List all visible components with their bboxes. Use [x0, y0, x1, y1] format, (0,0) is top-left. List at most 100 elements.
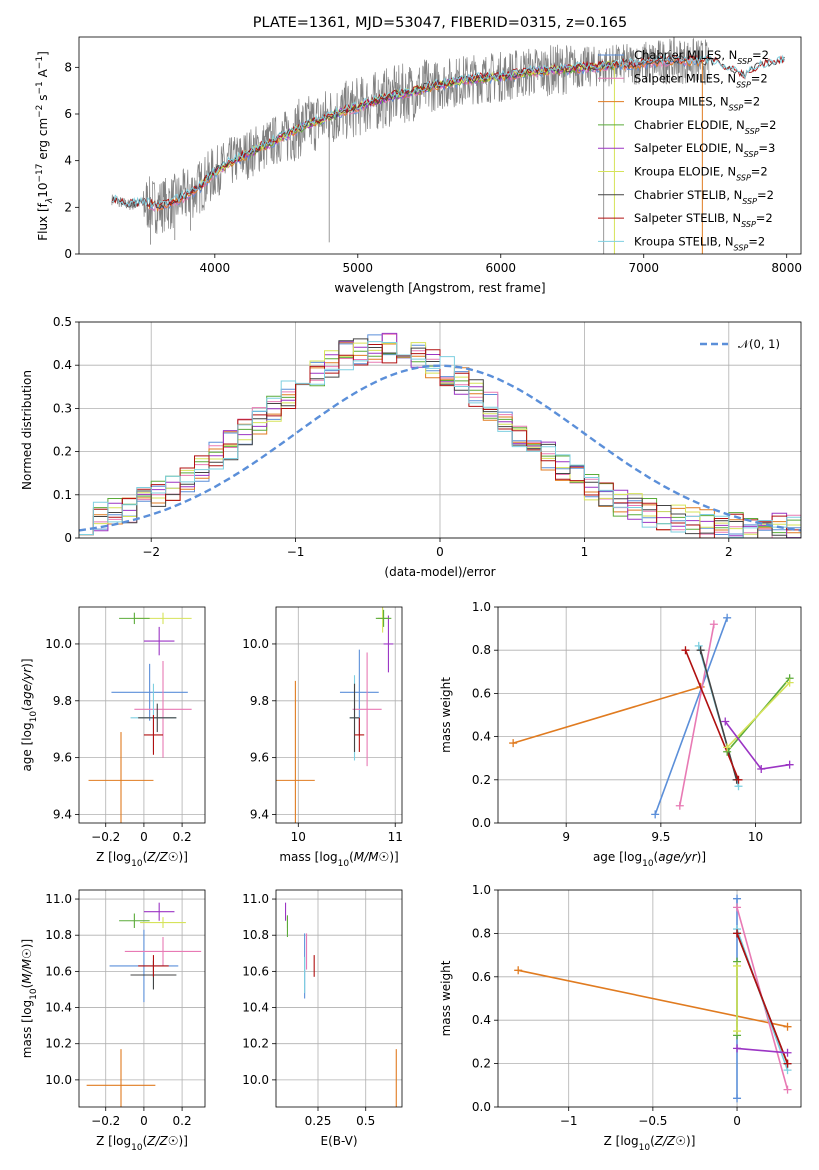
axes-frame: [497, 606, 802, 824]
x-axis-label-part: age/yr: [658, 850, 697, 864]
y-tick-label: 0.6: [472, 686, 491, 700]
x-tick-label: −1: [287, 545, 305, 559]
x-tick-label: 10: [748, 830, 763, 844]
x-axis-label-part: (: [349, 850, 354, 864]
y-tick-label: 10.4: [242, 1001, 269, 1015]
y-tick-label: 0.8: [472, 643, 491, 657]
x-tick-label: 8000: [771, 261, 802, 275]
y-axis-label: Flux [fλ10−17 erg cm−2 s−1 A−1]: [35, 51, 55, 241]
y-axis-label-part: erg cm: [36, 118, 50, 164]
legend-name: Salpeter MILES, N: [634, 71, 736, 85]
x-axis-label-part: Z [log: [96, 850, 131, 864]
weight-line: [736, 933, 789, 1064]
y-axis-label-part: λ: [45, 198, 55, 204]
y-axis-label-part: (: [20, 706, 34, 711]
y-tick-label: 0.2: [472, 1057, 491, 1071]
legend-value: =2: [748, 234, 765, 248]
weight-line: [679, 624, 715, 806]
y-tick-label: 10.0: [45, 1073, 72, 1087]
y-axis-label-part: −1: [35, 56, 45, 69]
y-tick-label: 0.0: [472, 816, 491, 830]
legend-name: Salpeter ELODIE, N: [634, 141, 744, 155]
weight-line: [512, 686, 701, 744]
legend-entry: Kroupa STELIB, NSSP=2: [634, 234, 765, 252]
x-axis-label-part: Z/Z☉: [146, 1134, 178, 1148]
legend-sub: SSP: [734, 243, 749, 252]
plot-ebv_mass: 0.25 0.5 10.0 10.2 10.4 10.6 10.8 11.0 E(B-V): [242, 889, 403, 1148]
x-axis-label: wavelength [Angstrom, rest frame]: [334, 281, 545, 295]
legend-value: =2: [751, 165, 768, 179]
y-tick-label: 4: [64, 154, 72, 168]
plot-area-spectrum: [111, 37, 785, 254]
y-axis-label: mass [log10(M/M☉)]: [20, 939, 39, 1058]
plot-area-Z_weight: [514, 894, 792, 1103]
plot-area-Z_mass: [86, 902, 202, 1107]
x-tick-label: 6000: [485, 261, 516, 275]
y-tick-label: 0.5: [53, 315, 72, 329]
y-tick-label: 0.4: [53, 358, 72, 372]
x-tick-label: −2: [142, 545, 160, 559]
legend-name: Kroupa MILES, N: [634, 95, 729, 109]
data-point: [757, 765, 766, 773]
x-axis-label-part: 10: [639, 1143, 651, 1153]
weight-line: [518, 969, 788, 1028]
y-axis-label-part: (: [20, 984, 34, 989]
y-tick-label: 0.6: [472, 970, 491, 984]
y-axis-label-part: )]: [20, 939, 34, 948]
y-axis-label-part: M/M☉: [20, 948, 34, 984]
y-axis-label-part: −1: [35, 81, 45, 94]
legend-name: Chabrier ELODIE, N: [634, 118, 745, 132]
data-point: [733, 1094, 742, 1103]
data-point: [509, 739, 518, 748]
legend-value: =3: [758, 141, 775, 155]
x-axis-label-part: age [log: [593, 850, 642, 864]
x-axis-label-part: )]: [686, 1134, 695, 1148]
axes-frame: [78, 889, 206, 1108]
y-tick-label: 0.2: [472, 773, 491, 787]
y-tick-label: 0.1: [53, 488, 72, 502]
legend-entry: Kroupa MILES, NSSP=2: [634, 95, 760, 113]
x-tick-label: −0.2: [91, 830, 120, 844]
plot-area-Z_age: [88, 612, 192, 823]
y-tick-label: 10.4: [45, 1001, 72, 1015]
legend-value: =2: [756, 211, 773, 225]
y-axis-label: age [log10(age/yr)]: [20, 658, 39, 771]
y-axis-label: mass weight: [439, 960, 453, 1036]
data-point: [733, 1044, 742, 1053]
data-point: [783, 1048, 792, 1057]
x-axis-label-part: 10: [131, 859, 143, 869]
y-axis-label-part: −2: [35, 105, 45, 118]
residual-histogram: [79, 341, 801, 538]
x-tick-label: 0.5: [356, 1114, 375, 1128]
y-tick-label: 10.0: [242, 1073, 269, 1087]
y-axis-label-part: −17: [35, 164, 45, 183]
plot-area-mass_age: [276, 607, 394, 823]
y-tick-label: 0.0: [472, 1100, 491, 1114]
weight-line: [684, 649, 740, 781]
legend-entry: Salpeter ELODIE, NSSP=3: [634, 141, 775, 159]
y-tick-label: 11.0: [242, 892, 269, 906]
legend-value: =2: [752, 48, 769, 62]
legend-name: Salpeter STELIB, N: [634, 211, 741, 225]
y-axis-label-part: mass [log: [20, 1000, 34, 1058]
x-tick-label: 2: [725, 545, 733, 559]
y-tick-label: 2: [64, 200, 72, 214]
y-axis-label-part: Flux [f: [36, 202, 50, 240]
data-point: [721, 717, 730, 726]
y-tick-label: 0: [64, 247, 72, 261]
x-axis-label: mass [log10(M/M☉)]: [279, 850, 398, 869]
x-axis-label: E(B-V): [320, 1134, 357, 1148]
y-tick-label: 0.3: [53, 401, 72, 415]
legend-sub: SSP: [744, 150, 759, 159]
x-axis-label: Z [log10(Z/Z☉)]: [96, 1134, 188, 1153]
plot-area-ebv_mass: [284, 902, 397, 1107]
legend-sub: SSP: [742, 196, 757, 205]
data-point: [785, 760, 794, 769]
model-spectrum-salpeter-stelib: [111, 54, 785, 208]
y-axis-label-part: )]: [20, 658, 34, 667]
x-tick-label: 0: [140, 830, 148, 844]
x-axis-label: Z [log10(Z/Z☉)]: [96, 850, 188, 869]
legend-sub: SSP: [745, 126, 760, 135]
legend-entry: Chabrier ELODIE, NSSP=2: [634, 118, 776, 136]
data-point: [723, 613, 732, 622]
